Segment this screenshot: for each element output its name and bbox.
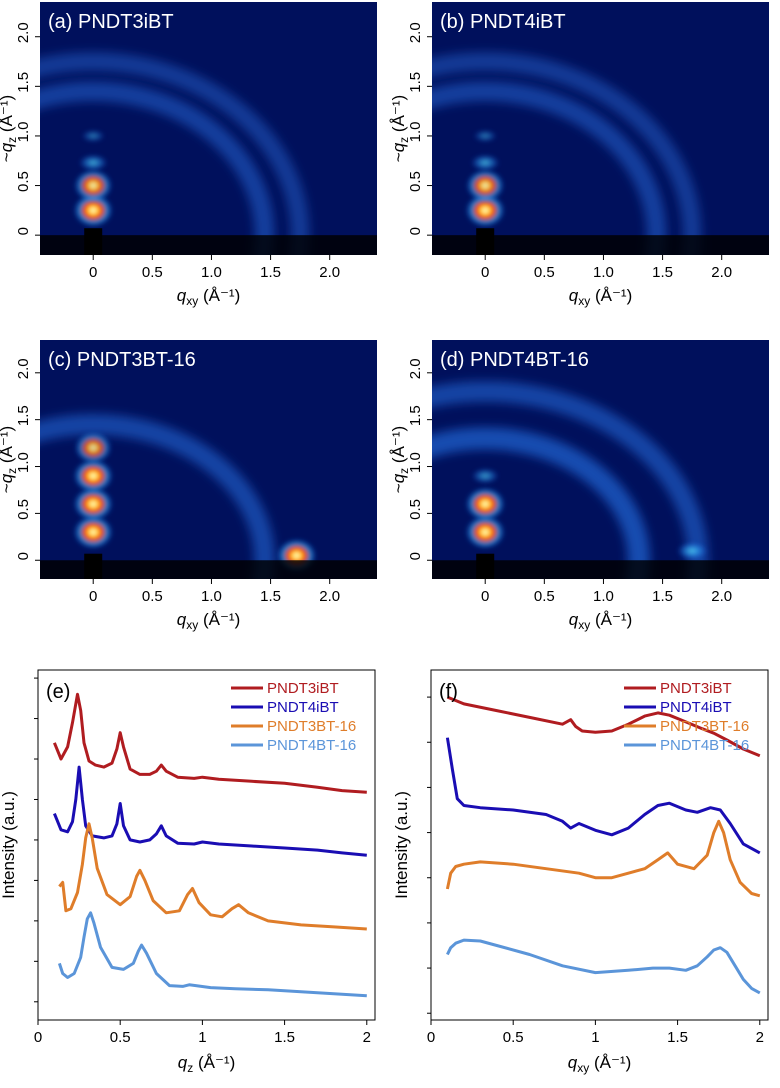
y-axis-label: Intensity (a.u.): [0, 791, 18, 899]
panel-label: (f): [439, 681, 458, 703]
legend-entry: PNDT3iBT: [660, 680, 732, 697]
diffraction-spot-2: [73, 459, 113, 493]
legend-entry: PNDT4iBT: [267, 699, 339, 716]
panel-title: (c) PNDT3BT-16: [48, 349, 196, 371]
x-tick-label: 1.5: [274, 1029, 295, 1046]
x-tick-label: 0: [89, 588, 97, 605]
profile-panel-0: (e) PNDT3iBT PNDT4iBT PNDT3BT-16 PNDT4BT-16 0…: [0, 670, 375, 1075]
x-tick-label: 0.5: [142, 264, 163, 281]
series-line-PNDT4iBT: [54, 767, 366, 855]
x-axis-label: qxy (Å⁻¹): [177, 610, 241, 632]
x-tick-label: 2: [756, 1029, 764, 1046]
x-tick-label: 1.5: [667, 1029, 688, 1046]
diffraction-spot-1: [466, 169, 505, 202]
diffraction-spot-2: [471, 468, 499, 484]
x-tick-label: 0: [481, 588, 489, 605]
y-tick-label: 0: [15, 552, 32, 560]
diffraction-spot-1: [465, 487, 505, 521]
y-axis-label: ~qz (Å⁻¹): [389, 426, 411, 493]
y-tick-label: 0: [407, 552, 424, 560]
y-tick-label: 1.5: [15, 72, 32, 93]
legend-entry: PNDT4iBT: [660, 699, 732, 716]
beamstop: [84, 554, 102, 579]
y-tick-label: 2.0: [407, 22, 424, 43]
legend-entry: PNDT3BT-16: [660, 718, 749, 735]
legend-entry: PNDT3BT-16: [267, 718, 356, 735]
heatmap-image: [0, 340, 377, 696]
x-tick-label: 1.5: [260, 264, 281, 281]
panel-title: (a) PNDT3iBT: [48, 11, 174, 33]
x-tick-label: 0: [481, 264, 489, 281]
x-tick-label: 1.0: [593, 264, 614, 281]
x-axis-label: qxy (Å⁻¹): [569, 610, 633, 632]
diffraction-spot-3: [81, 129, 105, 142]
y-tick-label: 2.0: [15, 22, 32, 43]
x-tick-label: 2: [363, 1029, 371, 1046]
x-tick-label: 1: [198, 1029, 206, 1046]
y-tick-label: 0.5: [407, 499, 424, 520]
series-line-PNDT3BT-16: [59, 824, 366, 929]
diffraction-spot-3: [74, 432, 112, 464]
y-tick-label: 1.5: [407, 72, 424, 93]
panel-label: (e): [46, 681, 70, 703]
x-tick-label: 1.0: [201, 588, 222, 605]
x-tick-label: 1.0: [593, 588, 614, 605]
diffraction-spot-3: [677, 542, 708, 560]
diffraction-spot-1: [74, 169, 113, 202]
y-tick-label: 2.0: [15, 358, 32, 379]
y-tick-label: 1.5: [15, 405, 32, 426]
beamstop: [84, 228, 102, 255]
x-tick-label: 0.5: [534, 264, 555, 281]
x-tick-label: 0.5: [503, 1029, 524, 1046]
x-tick-label: 2.0: [319, 264, 340, 281]
y-tick-label: 0.5: [15, 171, 32, 192]
panel-title: (d) PNDT4BT-16: [440, 349, 589, 371]
x-tick-label: 0: [34, 1029, 42, 1046]
series-line-PNDT4BT-16: [447, 940, 759, 993]
beamstop: [476, 554, 494, 579]
x-tick-label: 0: [89, 264, 97, 281]
x-tick-label: 0.5: [142, 588, 163, 605]
x-tick-label: 0: [427, 1029, 435, 1046]
x-axis-label: qxy (Å⁻¹): [569, 286, 633, 308]
x-tick-label: 2.0: [319, 588, 340, 605]
legend-entry: PNDT4BT-16: [660, 737, 749, 754]
x-tick-label: 1.0: [201, 264, 222, 281]
legend-entry: PNDT3iBT: [267, 680, 339, 697]
y-tick-label: 0.5: [15, 499, 32, 520]
diffraction-spot-3: [473, 129, 497, 142]
x-tick-label: 1.5: [652, 588, 673, 605]
x-tick-label: 0.5: [110, 1029, 131, 1046]
y-tick-label: 0.5: [407, 171, 424, 192]
y-tick-label: 2.0: [407, 358, 424, 379]
x-axis-label: qxy (Å⁻¹): [177, 286, 241, 308]
x-tick-label: 0.5: [534, 588, 555, 605]
y-tick-label: 0: [407, 227, 424, 235]
diffraction-spot-2: [78, 154, 108, 171]
legend-entry: PNDT4BT-16: [267, 737, 356, 754]
x-tick-label: 1: [591, 1029, 599, 1046]
beamstop: [476, 228, 494, 255]
y-tick-label: 0: [15, 227, 32, 235]
panel-title: (b) PNDT4iBT: [440, 11, 566, 33]
diffraction-spot-2: [470, 154, 500, 171]
profile-panel-1: (f) PNDT3iBT PNDT4iBT PNDT3BT-16 PNDT4BT-16 0…: [392, 670, 768, 1075]
giwaxs-panel-2: (c) PNDT3BT-16000.50.51.01.01.51.52.02.0…: [0, 340, 377, 696]
x-tick-label: 1.5: [652, 264, 673, 281]
x-axis-label: qxy (Å⁻¹): [568, 1053, 632, 1075]
x-axis-label: qz (Å⁻¹): [178, 1053, 236, 1075]
y-tick-label: 1.5: [407, 405, 424, 426]
x-tick-label: 2.0: [711, 588, 732, 605]
x-tick-label: 1.5: [260, 588, 281, 605]
x-tick-label: 2.0: [711, 264, 732, 281]
y-axis-label: ~qz (Å⁻¹): [389, 95, 411, 162]
y-axis-label: Intensity (a.u.): [392, 791, 411, 899]
